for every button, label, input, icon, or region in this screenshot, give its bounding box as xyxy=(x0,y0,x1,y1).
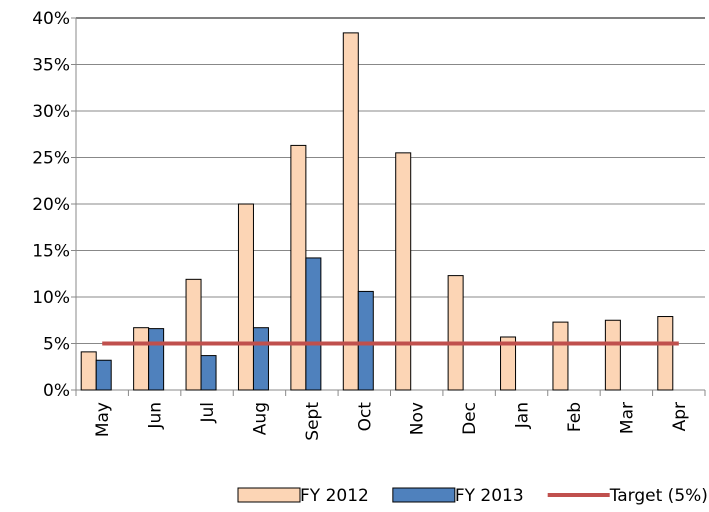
x-tick-label: Apr xyxy=(670,402,690,431)
x-tick-label: Jul xyxy=(198,402,218,424)
bar xyxy=(148,328,165,391)
y-tick-label: 30% xyxy=(32,102,70,122)
y-tick-label: 5% xyxy=(43,335,70,355)
bar xyxy=(342,32,359,391)
legend-swatch xyxy=(237,487,301,503)
bar xyxy=(80,351,97,391)
x-tick-label: Jun xyxy=(146,402,166,430)
y-tick-label: 10% xyxy=(32,288,70,308)
y-tick-label: 40% xyxy=(32,9,70,29)
y-tick-label: 0% xyxy=(43,381,70,401)
x-tick-label: Mar xyxy=(617,402,637,434)
bar xyxy=(604,319,621,391)
legend-label: Target (5%) xyxy=(609,486,708,506)
bar xyxy=(657,316,674,391)
bar xyxy=(357,290,374,391)
bar xyxy=(500,336,517,391)
y-tick-label: 25% xyxy=(32,149,70,169)
bar xyxy=(290,144,307,391)
bar xyxy=(95,359,112,391)
bar xyxy=(447,275,464,391)
bar xyxy=(200,355,217,391)
x-tick-label: Oct xyxy=(355,402,375,432)
x-tick-label: Dec xyxy=(460,402,480,435)
x-tick-label: Nov xyxy=(408,402,428,435)
bar xyxy=(552,321,569,391)
x-tick-label: May xyxy=(93,402,113,437)
bar xyxy=(395,152,412,391)
bar xyxy=(252,327,269,391)
x-tick-label: Sept xyxy=(303,402,323,441)
bar xyxy=(133,327,150,391)
legend-swatch xyxy=(392,487,456,503)
x-tick-label: Jan xyxy=(513,402,533,429)
x-tick-label: Aug xyxy=(250,402,270,435)
bar xyxy=(237,203,254,391)
legend-label: FY 2013 xyxy=(455,486,524,506)
y-tick-label: 15% xyxy=(32,242,70,262)
bar xyxy=(185,278,202,391)
x-tick-label: Feb xyxy=(565,402,585,432)
y-tick-label: 20% xyxy=(32,195,70,215)
legend-label: FY 2012 xyxy=(300,486,369,506)
y-tick-label: 35% xyxy=(32,56,70,76)
bar xyxy=(305,257,322,391)
